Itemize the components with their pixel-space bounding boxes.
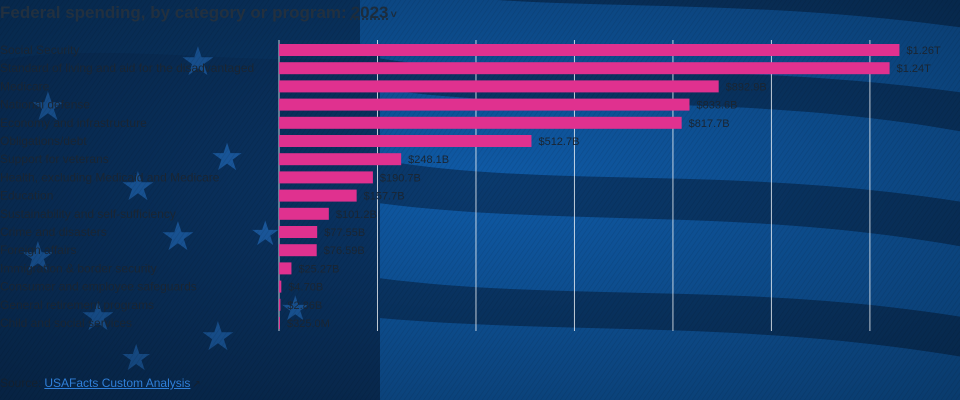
value-label: $25.27B — [298, 263, 339, 275]
source-label: Source: — [0, 376, 42, 390]
value-label: $248.1B — [408, 154, 449, 166]
value-label: $512.7B — [538, 136, 579, 148]
bar — [279, 298, 281, 311]
chart-title: Federal spending, by category or program… — [0, 3, 397, 23]
value-label: $76.59B — [324, 245, 365, 257]
bar — [279, 116, 682, 129]
category-label: Immigration & border security — [0, 261, 157, 275]
value-labels: $1.26T $1.24T $892.9B $833.6B $817.7B $512.7B… — [287, 45, 941, 330]
category-label: Social Security — [0, 43, 79, 57]
category-label: Sustainability and self-sufficiency — [0, 207, 176, 221]
bar — [279, 44, 900, 56]
bar — [279, 317, 280, 329]
category-label: Support for veterans — [0, 152, 109, 166]
bar — [279, 280, 282, 293]
year-selector[interactable]: 2023 — [350, 3, 389, 22]
value-label: $101.2B — [336, 209, 377, 221]
value-label: $2.86B — [287, 300, 322, 312]
category-label: Medicare — [0, 79, 50, 93]
spending-bar-chart: Social Security Standard of living and ai… — [0, 40, 941, 331]
value-label: $1.24T — [897, 63, 932, 75]
value-label: $817.7B — [689, 118, 730, 130]
bar — [279, 62, 890, 75]
chart-bars — [279, 44, 900, 329]
external-link-icon: ↗ — [192, 379, 201, 390]
bar — [279, 135, 532, 147]
category-label: General retirement programs — [0, 298, 154, 312]
bar — [279, 98, 690, 111]
bar — [279, 262, 292, 275]
category-label: Foreign affairs — [0, 243, 76, 257]
value-label: $325.0M — [287, 318, 330, 330]
bar — [279, 207, 329, 220]
source-link[interactable]: USAFacts Custom Analysis — [44, 376, 191, 390]
category-label: Economy and infrastructure — [0, 116, 147, 130]
bar — [279, 171, 373, 184]
chart-title-text: Federal spending, by category or program… — [0, 3, 347, 22]
value-label: $833.6B — [696, 100, 737, 112]
category-label: Child and social services — [0, 316, 132, 330]
category-label: Obligations/debt — [0, 134, 87, 148]
value-label: $190.7B — [380, 172, 421, 184]
bar — [279, 244, 317, 257]
value-label: $157.7B — [364, 191, 405, 203]
value-label: $892.9B — [726, 81, 767, 93]
value-label: $4.70B — [288, 282, 323, 294]
category-label: Consumer and employee safeguards — [0, 280, 197, 294]
category-label: National defense — [0, 98, 90, 112]
bar — [279, 80, 719, 93]
category-label: Crime and disasters — [0, 225, 107, 239]
category-label: Standard of living and aid for the disad… — [0, 61, 254, 75]
bar — [279, 226, 318, 238]
bar — [279, 153, 402, 166]
chevron-down-icon[interactable]: ˅ — [390, 9, 397, 21]
value-label: $77.55B — [324, 227, 365, 239]
value-label: $1.26T — [906, 45, 941, 57]
source-line: Source: USAFacts Custom Analysis ↗ — [0, 376, 201, 390]
category-label: Health, excluding Medicaid and Medicare — [0, 170, 220, 184]
bar — [279, 189, 357, 202]
category-label: Education — [0, 189, 53, 203]
category-labels: Social Security Standard of living and ai… — [0, 43, 254, 330]
